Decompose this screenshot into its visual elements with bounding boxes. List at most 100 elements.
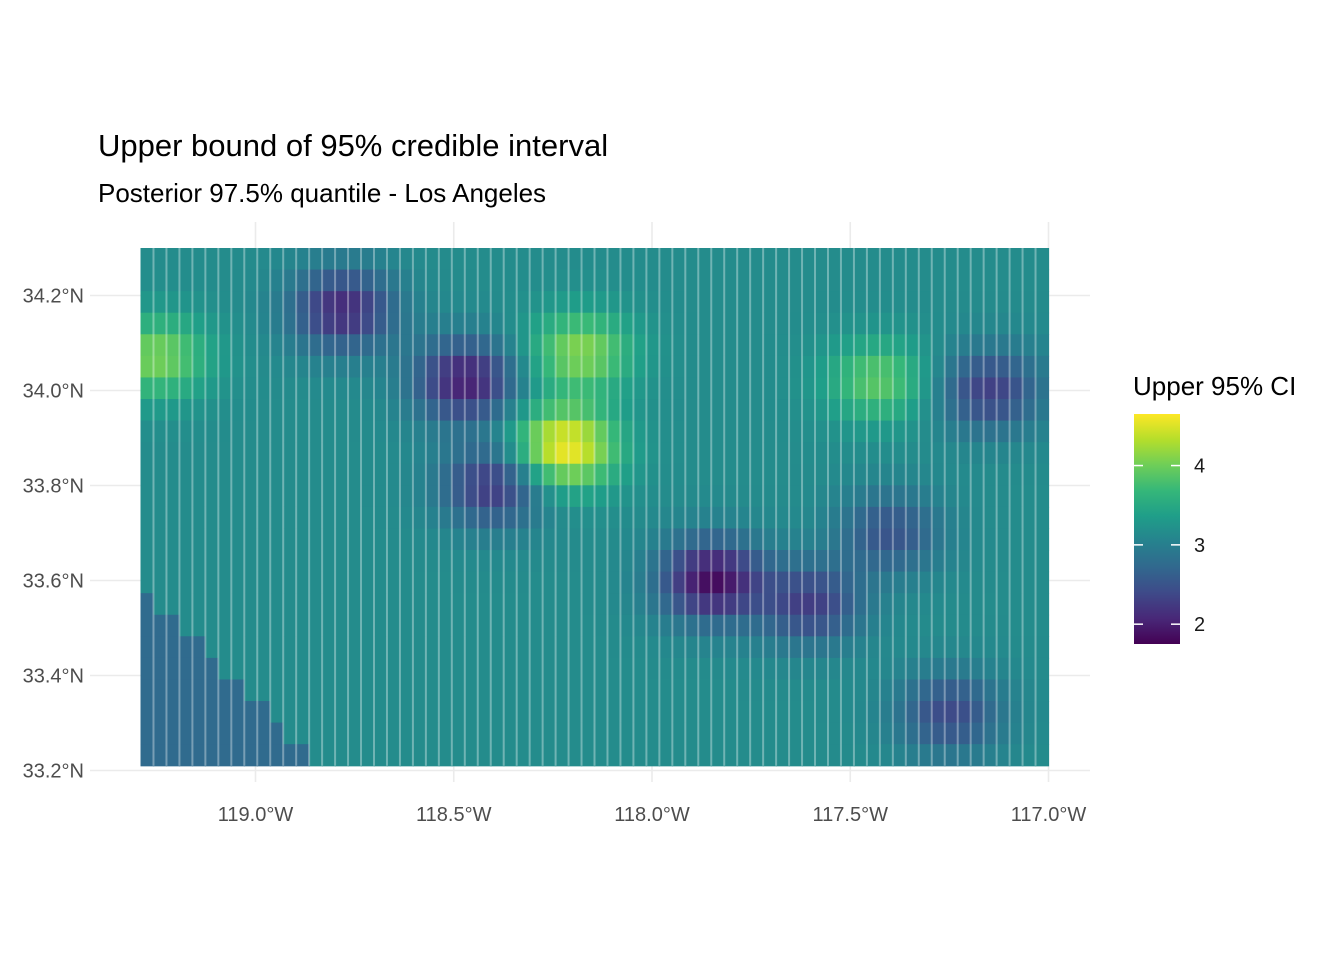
heatmap-cell [386, 420, 401, 443]
heatmap-cell [1009, 636, 1024, 659]
heatmap-cell [659, 291, 673, 314]
heatmap-cell [374, 312, 388, 335]
heatmap-cell [244, 571, 258, 594]
heatmap-cell [270, 593, 284, 616]
heatmap-cell [490, 334, 505, 357]
heatmap-cell [166, 657, 181, 681]
heatmap-cell [296, 355, 310, 379]
heatmap-cell [386, 550, 401, 573]
heatmap-cell [153, 744, 168, 767]
heatmap-cell [970, 679, 985, 702]
heatmap-cell [516, 593, 531, 616]
heatmap-cell [322, 528, 336, 551]
heatmap-cell [399, 506, 414, 530]
heatmap-cell [335, 614, 349, 637]
heatmap-cell [425, 269, 440, 292]
heatmap-cell [633, 636, 647, 659]
heatmap-cell [970, 571, 985, 594]
heatmap-cell [1022, 312, 1037, 335]
heatmap-cell [892, 399, 907, 422]
y-tick-label: 33.8°N [23, 476, 84, 498]
heatmap-cell [542, 506, 557, 530]
heatmap-cell [866, 528, 881, 551]
heatmap-cell [399, 722, 414, 745]
heatmap-cell [412, 701, 427, 724]
heatmap-cell [335, 269, 349, 292]
heatmap-cell [879, 550, 894, 573]
heatmap-cell [815, 312, 829, 335]
heatmap-cell [944, 463, 959, 486]
heatmap-cell [970, 399, 985, 422]
heatmap-cell [464, 722, 479, 745]
heatmap-cell [438, 614, 453, 637]
heatmap-cell [905, 442, 920, 465]
heatmap-cell [335, 679, 349, 702]
heatmap-cell [503, 377, 518, 400]
heatmap-cell [568, 528, 583, 551]
heatmap-cell [529, 334, 544, 357]
heatmap-cell [503, 744, 518, 767]
heatmap-cell [970, 463, 985, 486]
heatmap-cell [335, 463, 349, 486]
heatmap-cell [516, 528, 531, 551]
heatmap-cell [724, 657, 738, 681]
heatmap-cell [931, 506, 946, 530]
heatmap-cell [724, 442, 738, 465]
heatmap-cell [568, 399, 583, 422]
heatmap-cell [412, 614, 427, 637]
heatmap-cell [866, 334, 881, 357]
heatmap-cell [153, 269, 168, 292]
heatmap-cell [607, 377, 622, 400]
heatmap-cell [840, 506, 855, 530]
heatmap-cell [386, 485, 401, 508]
heatmap-cell [568, 420, 583, 443]
heatmap-cell [944, 291, 959, 314]
heatmap-cell [205, 744, 219, 767]
heatmap-cell [335, 593, 349, 616]
heatmap-cell [776, 679, 790, 702]
heatmap-cell [853, 701, 868, 724]
heatmap-cell [983, 636, 998, 659]
heatmap-cell [309, 636, 323, 659]
heatmap-cell [996, 334, 1011, 357]
heatmap-cell [399, 248, 414, 271]
heatmap-cell [607, 701, 622, 724]
heatmap-cell [568, 377, 583, 400]
heatmap-cell [464, 420, 479, 443]
heatmap-cell [361, 722, 375, 745]
heatmap-cell [737, 442, 751, 465]
heatmap-cell [179, 636, 193, 659]
heatmap-cell [892, 679, 907, 702]
heatmap-cell [840, 377, 855, 400]
heatmap-cell [1035, 291, 1050, 314]
heatmap-cell [425, 355, 440, 379]
heatmap-cell [399, 528, 414, 551]
heatmap-cell [386, 657, 401, 681]
heatmap-cell [231, 399, 245, 422]
heatmap-cell [361, 614, 375, 637]
heatmap-cell [477, 355, 492, 379]
heatmap-cell [529, 442, 544, 465]
heatmap-cell [438, 722, 453, 745]
heatmap-cell [451, 377, 466, 400]
heatmap-cell [763, 571, 777, 594]
heatmap-cell [918, 442, 933, 465]
heatmap-cell [257, 485, 271, 508]
heatmap-cell [451, 399, 466, 422]
heatmap-cell [698, 485, 712, 508]
heatmap-cell [970, 355, 985, 379]
heatmap-cell [918, 701, 933, 724]
heatmap-cell [944, 528, 959, 551]
heatmap-cell [879, 571, 894, 594]
heatmap-cell [905, 636, 920, 659]
heatmap-cell [1035, 442, 1050, 465]
heatmap-cell [153, 442, 168, 465]
heatmap-cell [672, 312, 686, 335]
heatmap-cell [853, 442, 868, 465]
heatmap-cell [516, 744, 531, 767]
heatmap-cell [542, 701, 557, 724]
heatmap-cell [153, 722, 168, 745]
heatmap-cell [412, 248, 427, 271]
heatmap-cell [244, 744, 258, 767]
heatmap-cell [179, 420, 193, 443]
